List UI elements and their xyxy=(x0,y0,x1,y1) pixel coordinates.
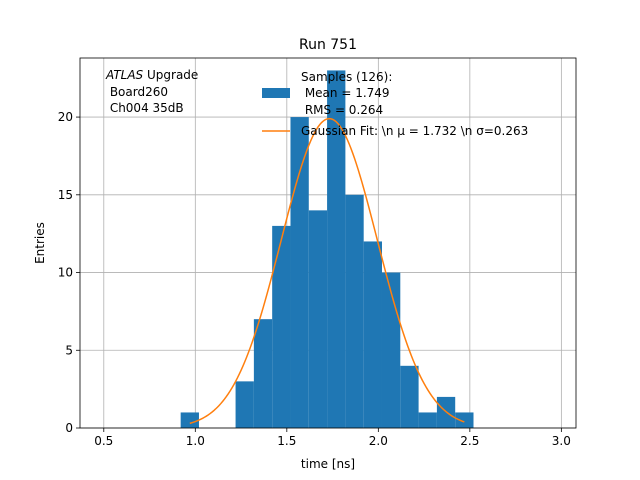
legend-rms-line: RMS = 0.264 xyxy=(301,103,383,117)
x-tick-label-2: 1.5 xyxy=(277,434,296,448)
x-tick-label-4: 2.5 xyxy=(460,434,479,448)
annotation-upgrade: Upgrade xyxy=(143,68,198,82)
plot-frame xyxy=(79,57,577,429)
histogram-bar-4 xyxy=(290,117,309,429)
histogram-bar-10 xyxy=(400,365,419,428)
histogram-bar-8 xyxy=(363,241,382,428)
y-axis-label: Entries xyxy=(33,222,47,264)
annotation-atlas: ATLAS xyxy=(105,68,144,82)
x-tick-label-0: 0.5 xyxy=(94,434,113,448)
annotation-line-2: Board260 xyxy=(106,85,168,99)
legend-mean-line: Mean = 1.749 xyxy=(301,86,390,100)
legend-fit-label: Gaussian Fit: \n μ = 1.732 \n σ=0.263 xyxy=(301,124,528,138)
annotation-line-3: Ch004 35dB xyxy=(106,101,184,115)
annotation-text: ATLAS Upgrade Board260 Ch004 35dB xyxy=(105,68,198,115)
legend-histogram-swatch xyxy=(262,88,290,98)
legend: Samples (126): Mean = 1.749 RMS = 0.264 … xyxy=(262,70,528,138)
histogram-bar-11 xyxy=(418,412,437,428)
x-axis-ticks: 0.5 1.0 1.5 2.0 2.5 3.0 xyxy=(94,428,571,448)
y-tick-label-2: 10 xyxy=(58,266,73,280)
y-tick-label-0: 0 xyxy=(65,421,73,435)
y-axis-ticks: 0 5 10 15 20 xyxy=(58,110,80,435)
x-tick-label-1: 1.0 xyxy=(186,434,205,448)
x-axis-label: time [ns] xyxy=(301,457,355,471)
histogram-bar-0 xyxy=(180,412,199,428)
histogram-bar-13 xyxy=(455,412,474,428)
legend-samples-line: Samples (126): xyxy=(301,70,392,84)
chart-title: Run 751 xyxy=(299,37,357,53)
x-tick-label-3: 2.0 xyxy=(369,434,388,448)
fit-curve-group xyxy=(189,117,465,425)
y-tick-label-4: 20 xyxy=(58,110,73,124)
histogram-bar-3 xyxy=(272,225,291,428)
histogram-bar-2 xyxy=(253,319,273,428)
histogram-bar-6 xyxy=(327,70,346,428)
y-tick-label-1: 5 xyxy=(65,343,73,357)
y-tick-label-3: 15 xyxy=(58,188,73,202)
x-tick-label-5: 3.0 xyxy=(552,434,571,448)
histogram-bars xyxy=(180,70,474,429)
histogram-bar-9 xyxy=(381,272,401,428)
gaussian-fit-line xyxy=(189,117,465,425)
histogram-bar-5 xyxy=(308,210,328,428)
histogram-bar-7 xyxy=(345,194,364,428)
annotation-line-1: ATLAS Upgrade xyxy=(105,68,198,82)
histogram-bar-1 xyxy=(235,381,254,428)
